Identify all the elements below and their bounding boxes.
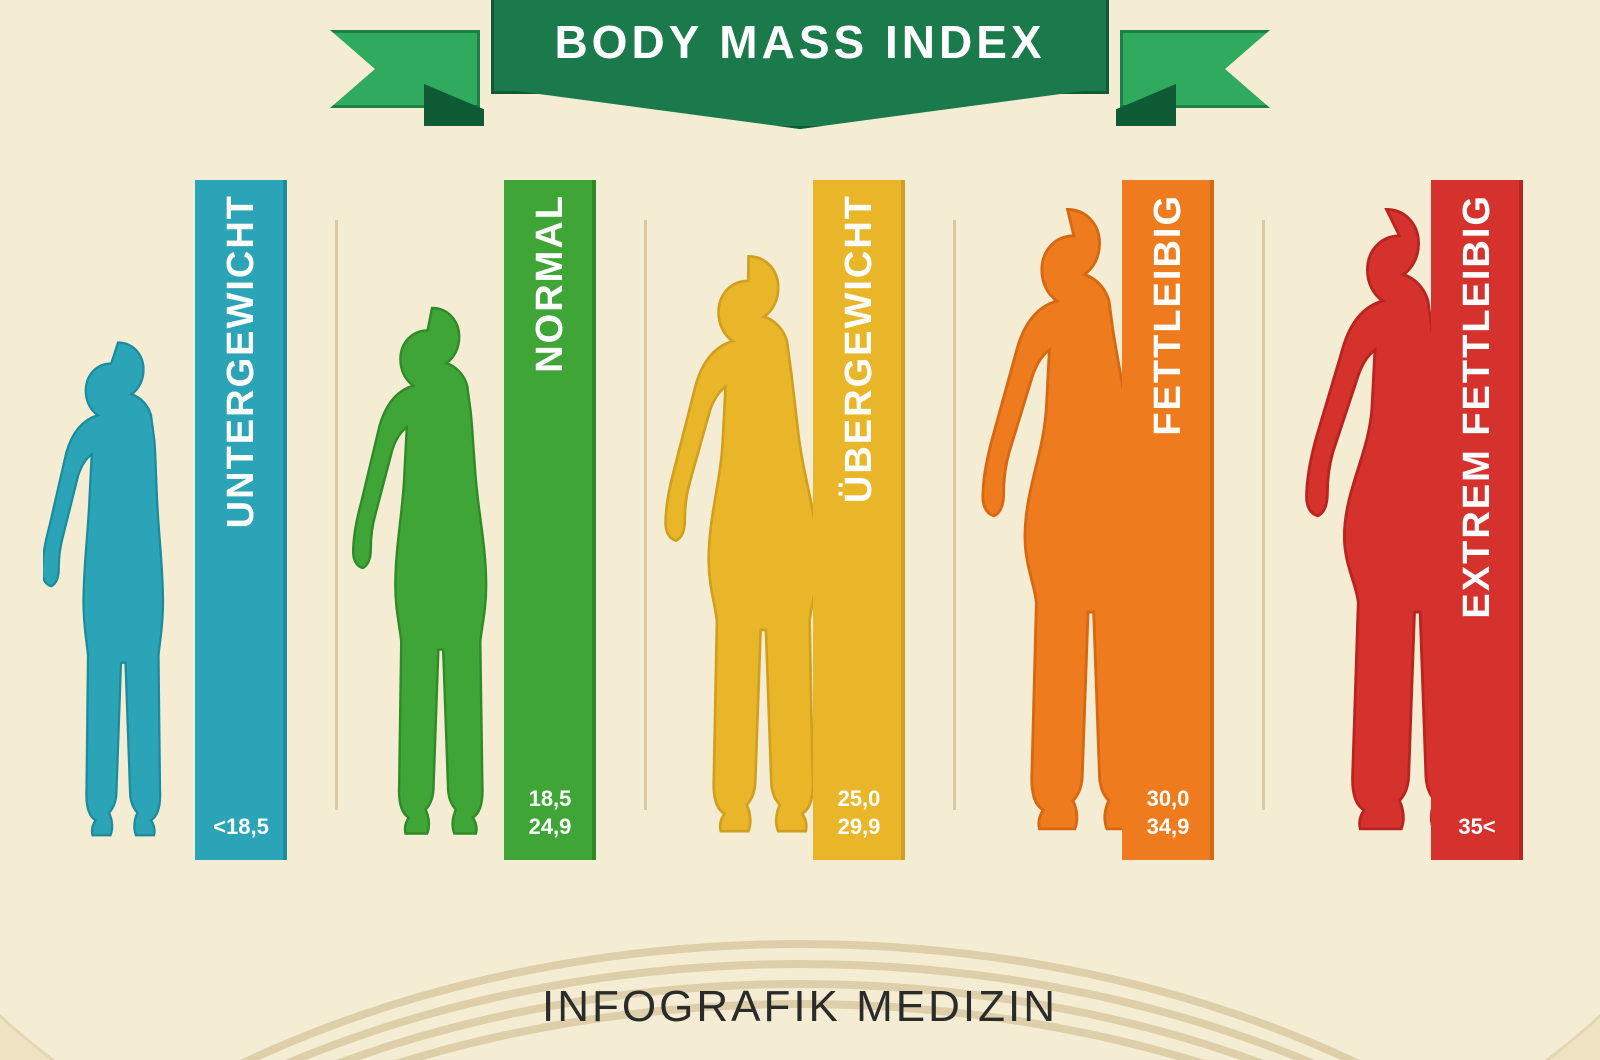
- bmi-category: NORMAL 18,5 24,9: [356, 180, 626, 860]
- body-silhouette-icon: [43, 200, 193, 860]
- divider: [644, 220, 647, 810]
- category-bar: FETTLEIBIG 30,0 34,9: [1122, 180, 1214, 860]
- category-bar: ÜBERGEWICHT 25,0 29,9: [813, 180, 905, 860]
- category-range: 30,0 34,9: [1147, 785, 1190, 840]
- category-range: 25,0 29,9: [838, 785, 881, 840]
- body-silhouette-icon: [661, 200, 836, 860]
- category-label: EXTREM FETTLEIBIG: [1456, 194, 1499, 619]
- category-bar: NORMAL 18,5 24,9: [504, 180, 596, 860]
- category-range: 35<: [1458, 813, 1495, 841]
- bmi-category: UNTERGEWICHT <18,5: [47, 180, 317, 860]
- divider: [335, 220, 338, 810]
- bmi-category: FETTLEIBIG 30,0 34,9: [974, 180, 1244, 860]
- divider: [953, 220, 956, 810]
- bmi-category: EXTREM FETTLEIBIG 35<: [1283, 180, 1553, 860]
- infographic-stage: BODY MASS INDEX UNTERGEWICHT <18,5 NORMAL…: [0, 0, 1600, 1060]
- category-bar: EXTREM FETTLEIBIG 35<: [1431, 180, 1523, 860]
- footer-text: INFOGRAFIK MEDIZIN: [0, 982, 1600, 1032]
- category-range: <18,5: [213, 813, 269, 841]
- divider: [1262, 220, 1265, 810]
- title-ribbon: BODY MASS INDEX: [390, 0, 1210, 94]
- category-row: UNTERGEWICHT <18,5 NORMAL 18,5 24,9 ÜBERGE…: [0, 180, 1600, 880]
- category-label: ÜBERGEWICHT: [838, 194, 881, 503]
- category-label: FETTLEIBIG: [1147, 194, 1190, 436]
- category-label: UNTERGEWICHT: [220, 194, 263, 528]
- category-bar: UNTERGEWICHT <18,5: [195, 180, 287, 860]
- bmi-category: ÜBERGEWICHT 25,0 29,9: [665, 180, 935, 860]
- body-silhouette-icon: [352, 200, 512, 860]
- category-label: NORMAL: [529, 194, 572, 373]
- title-text: BODY MASS INDEX: [491, 0, 1108, 94]
- category-range: 18,5 24,9: [529, 785, 572, 840]
